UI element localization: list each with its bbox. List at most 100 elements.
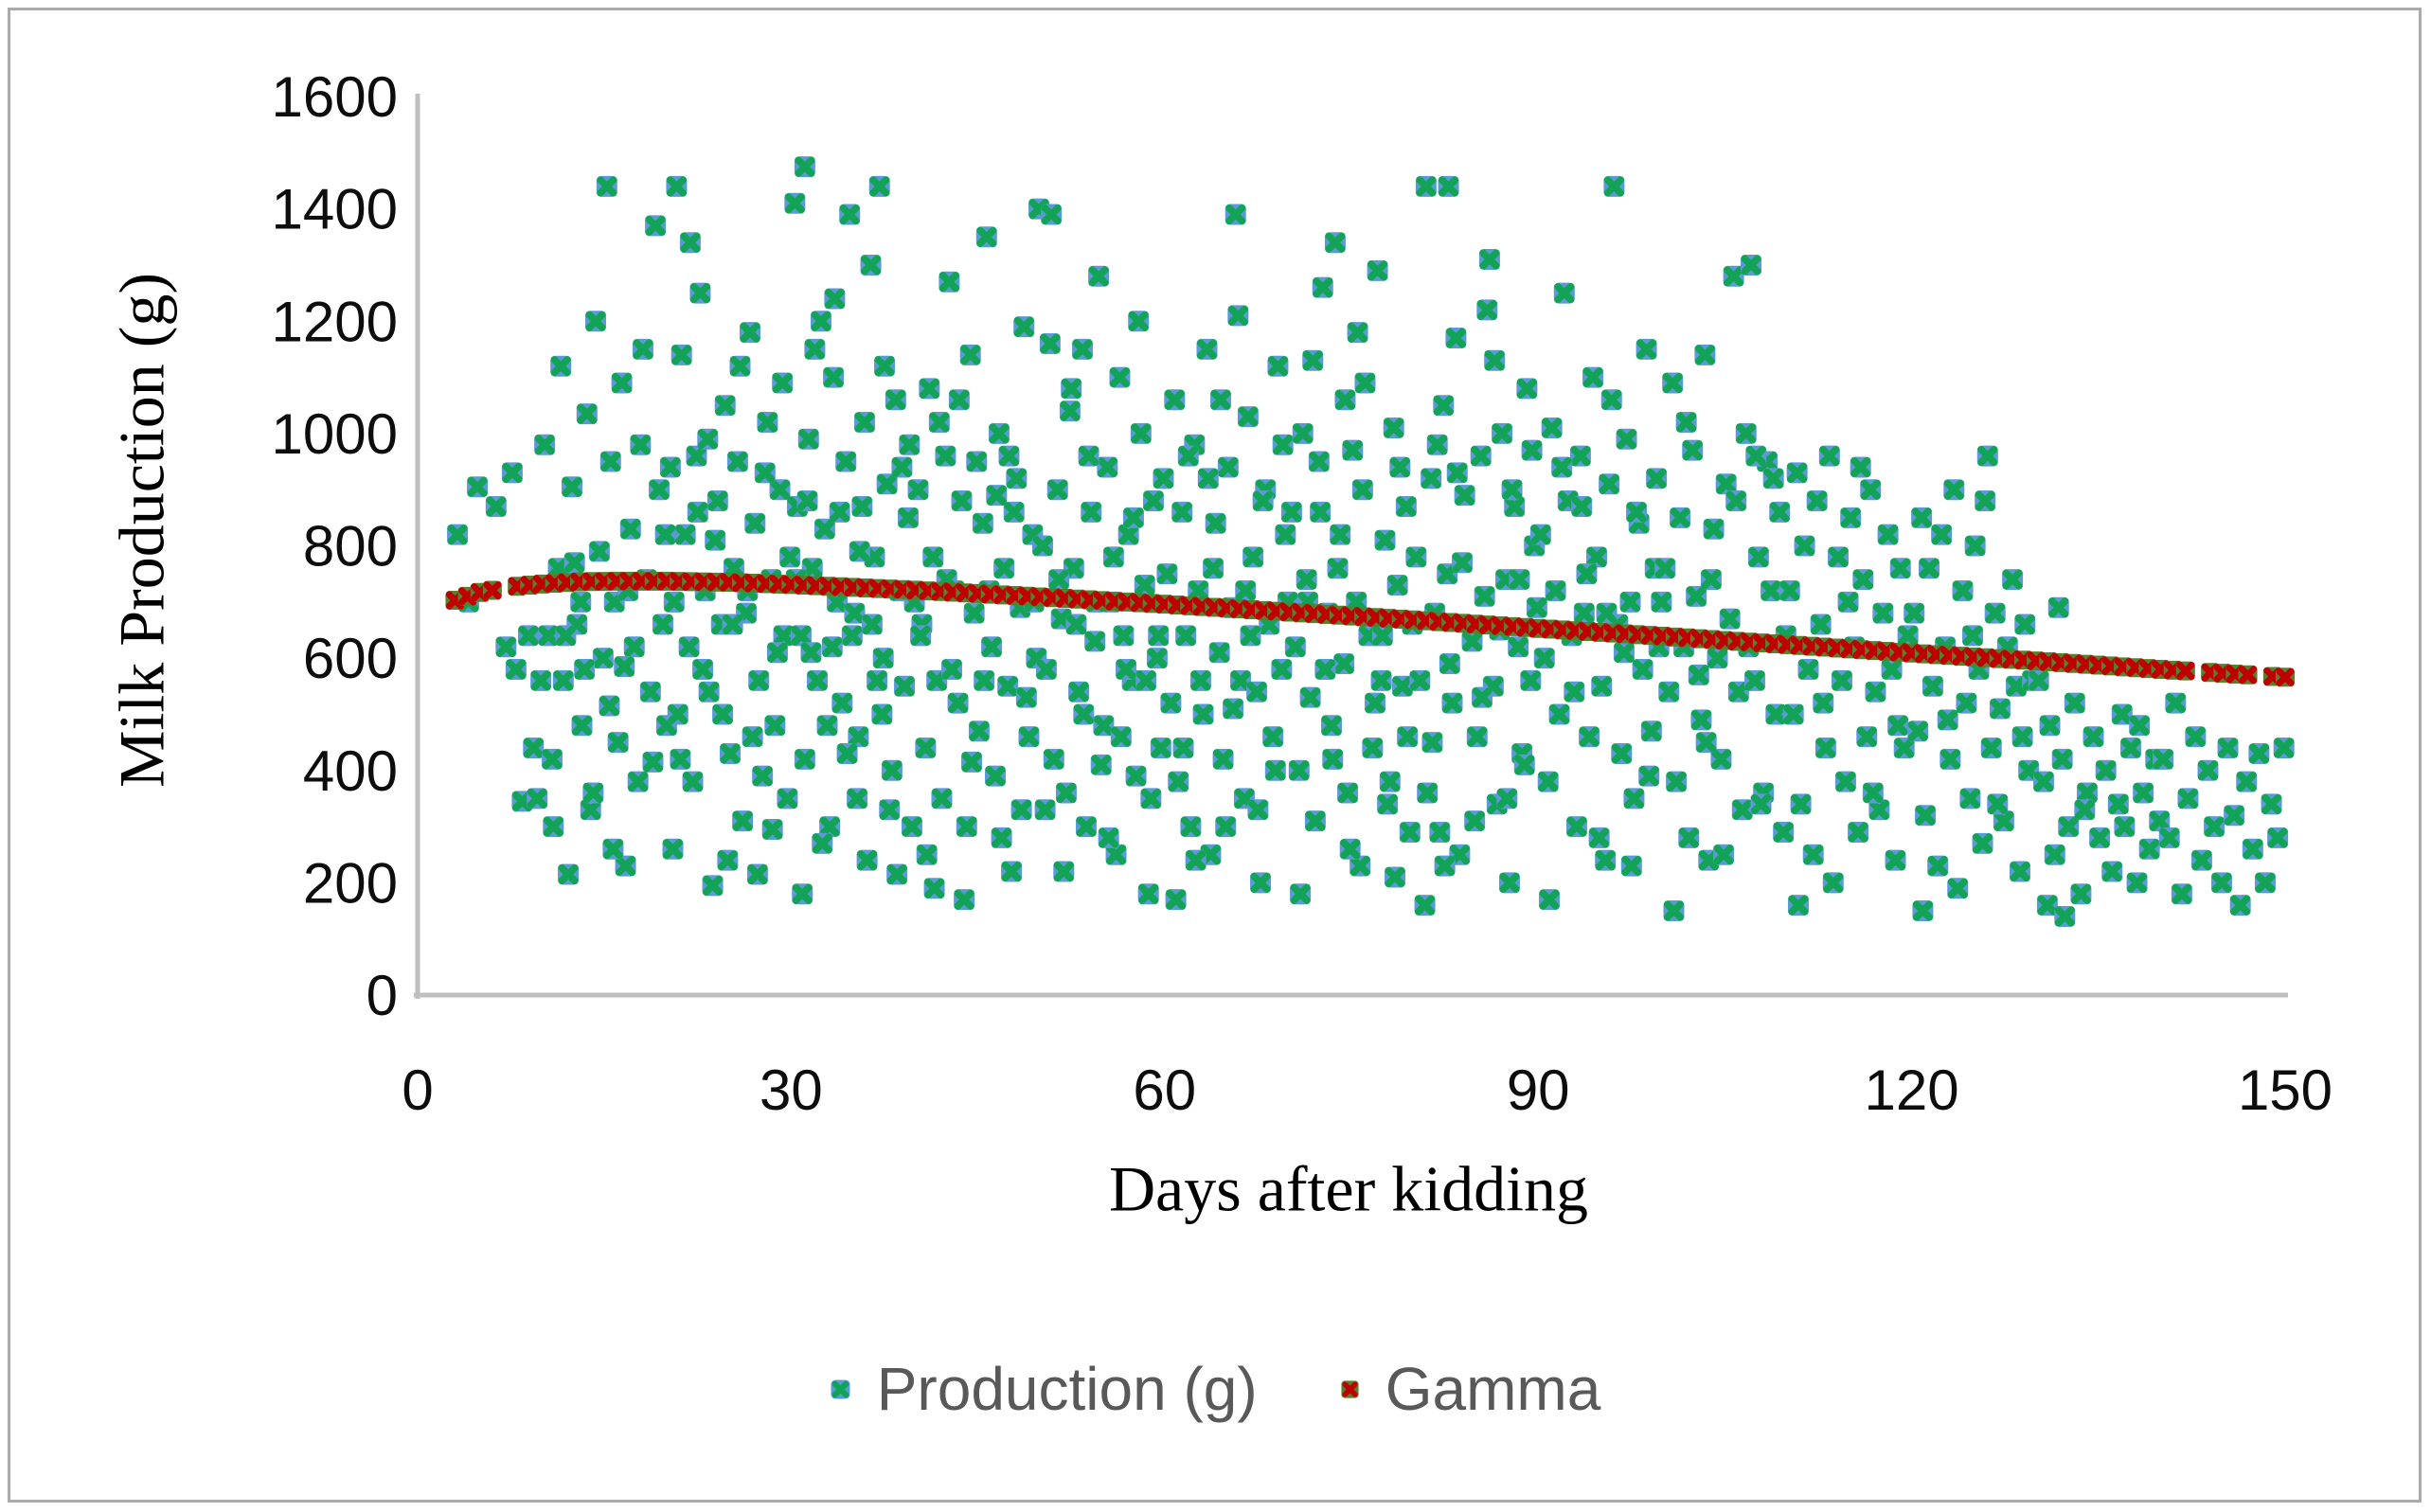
production-point — [954, 889, 975, 911]
production-point — [779, 546, 801, 568]
production-point — [1912, 900, 1934, 922]
production-point — [871, 703, 893, 725]
production-point — [1616, 428, 1637, 450]
production-point — [1731, 799, 1753, 821]
production-point — [1769, 501, 1791, 523]
production-point — [1831, 669, 1852, 691]
production-point — [839, 204, 861, 225]
production-point — [1299, 686, 1321, 708]
production-point — [997, 675, 1019, 697]
production-point — [1421, 468, 1442, 489]
production-point — [1813, 692, 1834, 714]
y-tick-label: 200 — [303, 851, 398, 915]
gamma-point — [482, 580, 502, 600]
production-point — [1509, 569, 1530, 591]
production-point — [836, 742, 858, 764]
production-point — [719, 742, 741, 764]
production-point — [991, 827, 1012, 848]
production-point — [1426, 434, 1448, 455]
production-point — [1078, 445, 1099, 467]
production-point — [2197, 759, 2219, 781]
production-point — [1264, 759, 1286, 781]
production-point — [1013, 316, 1035, 338]
production-point — [1956, 692, 1977, 714]
production-point — [1438, 175, 1459, 197]
production-point — [931, 788, 953, 809]
production-point — [1569, 445, 1591, 467]
production-point — [619, 518, 641, 540]
production-point — [1600, 389, 1622, 411]
production-point — [2138, 838, 2160, 860]
production-point — [501, 462, 523, 484]
production-point — [1695, 732, 1717, 754]
production-point — [615, 855, 636, 877]
production-point — [2014, 614, 2036, 635]
production-point — [1939, 748, 1961, 770]
production-point — [1377, 793, 1399, 815]
production-point — [1632, 658, 1653, 680]
production-point — [1389, 456, 1411, 478]
production-point — [1337, 782, 1359, 804]
production-point — [706, 490, 728, 512]
production-point — [769, 479, 791, 501]
production-point — [1059, 400, 1081, 422]
production-point — [1280, 501, 1302, 523]
production-point — [938, 271, 960, 293]
production-point — [1055, 782, 1077, 804]
production-point — [1441, 692, 1463, 714]
production-point — [1747, 546, 1769, 568]
production-point — [518, 625, 540, 647]
production-point — [1192, 703, 1214, 725]
production-point — [1314, 658, 1336, 680]
production-point — [1539, 889, 1561, 911]
production-point — [1018, 726, 1040, 748]
production-point — [1787, 895, 1809, 916]
production-point — [1887, 715, 1909, 737]
y-tick-label: 1600 — [272, 65, 398, 129]
production-point — [599, 695, 620, 717]
production-point — [2171, 883, 2192, 905]
production-point — [1090, 754, 1112, 775]
production-point — [951, 490, 973, 512]
production-point — [1417, 782, 1439, 804]
production-point — [1496, 788, 1518, 809]
production-point — [1271, 658, 1293, 680]
production-point — [923, 878, 945, 899]
production-point — [1658, 681, 1680, 703]
production-point — [777, 788, 798, 809]
production-point — [674, 524, 696, 545]
production-point — [1484, 349, 1506, 371]
production-point — [766, 642, 788, 664]
production-point — [748, 669, 770, 691]
production-point — [1745, 445, 1767, 467]
production-point — [1919, 558, 1940, 579]
production-point — [2070, 883, 2092, 905]
production-point — [1779, 579, 1800, 601]
production-point — [1472, 686, 1493, 708]
production-point — [1573, 602, 1595, 624]
legend-label-gamma: Gamma — [1385, 1355, 1601, 1423]
production-point — [894, 675, 916, 697]
production-point — [1391, 675, 1413, 697]
production-point — [563, 552, 585, 574]
production-point — [1937, 709, 1958, 731]
production-point — [2018, 759, 2040, 781]
production-point — [1790, 793, 1812, 815]
production-point — [1828, 546, 1850, 568]
production-point — [1860, 479, 1882, 501]
production-point — [2185, 726, 2207, 748]
production-point — [1452, 552, 1474, 574]
production-point — [1688, 664, 1709, 685]
production-point — [2254, 872, 2276, 894]
production-point — [2095, 759, 2117, 781]
production-point — [947, 692, 969, 714]
production-point — [659, 456, 681, 478]
production-point — [1504, 495, 1526, 517]
production-point — [829, 501, 850, 523]
production-point — [1911, 507, 1933, 528]
production-point — [1947, 878, 1969, 899]
production-point — [891, 456, 913, 478]
production-point — [1576, 563, 1598, 585]
production-point — [1654, 558, 1676, 579]
gamma-point — [2175, 661, 2195, 681]
